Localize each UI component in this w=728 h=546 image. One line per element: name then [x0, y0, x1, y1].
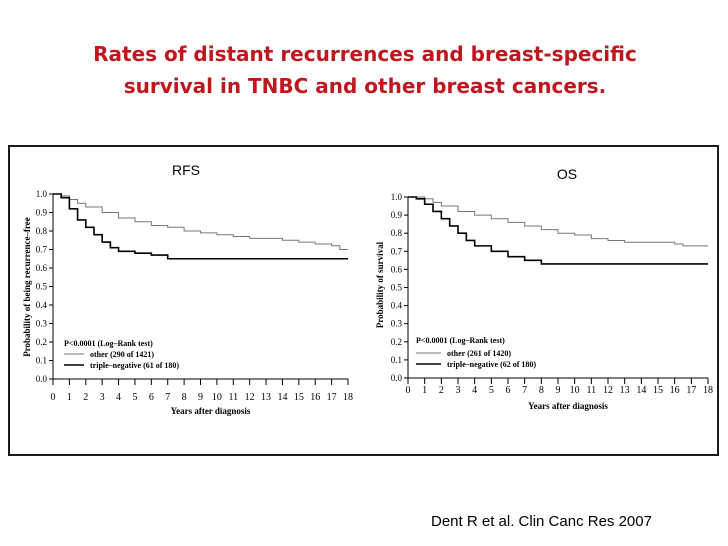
citation: Dent R et al. Clin Canc Res 2007 [431, 513, 652, 530]
other-curve [408, 196, 708, 247]
p-value-annotation: P<0.0001 (Log–Rank test) [64, 339, 153, 348]
x-tick-label: 1 [422, 385, 427, 396]
x-axis-title: Years after diagnosis [528, 401, 608, 411]
y-tick-label: 0.0 [391, 373, 403, 383]
x-tick-label: 15 [294, 392, 304, 403]
x-tick-label: 8 [182, 392, 187, 403]
y-tick-label: 0.1 [391, 355, 402, 365]
y-tick-label: 0.2 [391, 337, 402, 347]
x-tick-label: 0 [51, 392, 56, 403]
y-tick-label: 0.0 [36, 374, 48, 384]
y-axis-title: Probability of being recurrence–free [22, 217, 32, 357]
x-tick-label: 4 [472, 385, 477, 396]
x-tick-label: 16 [310, 392, 320, 403]
x-tick-label: 11 [228, 392, 238, 403]
y-tick-label: 0.9 [36, 208, 48, 218]
x-tick-label: 18 [343, 392, 353, 403]
y-axis-title: Probability of survival [375, 241, 385, 328]
x-tick-label: 13 [261, 392, 271, 403]
y-tick-label: 1.0 [391, 192, 403, 202]
x-tick-label: 14 [636, 385, 646, 396]
legend-entry: triple–negative (61 of 180) [90, 361, 179, 370]
legend-entry: other (261 of 1420) [447, 349, 511, 358]
x-tick-label: 6 [506, 385, 511, 396]
y-tick-label: 0.8 [36, 226, 48, 236]
x-tick-label: 12 [603, 385, 613, 396]
y-tick-label: 0.8 [391, 228, 403, 238]
x-tick-label: 3 [100, 392, 105, 403]
x-tick-label: 8 [539, 385, 544, 396]
x-tick-label: 2 [439, 385, 444, 396]
other-curve [53, 193, 348, 250]
x-tick-label: 18 [703, 385, 713, 396]
y-tick-label: 1.0 [36, 189, 48, 199]
legend-entry: other (290 of 1421) [90, 350, 154, 359]
x-tick-label: 6 [149, 392, 154, 403]
panel-label: RFS [172, 162, 200, 178]
x-tick-label: 2 [83, 392, 88, 403]
y-tick-label: 0.6 [391, 264, 403, 274]
y-tick-label: 0.1 [36, 356, 47, 366]
panel-label: OS [557, 166, 577, 182]
os-chart: OS0.00.10.20.30.40.50.60.70.80.91.00 1 2 3 4… [375, 166, 713, 411]
triple-negative-curve [408, 196, 708, 265]
x-tick-label: 5 [132, 392, 137, 403]
x-tick-label: 7 [522, 385, 527, 396]
x-tick-label: 13 [620, 385, 630, 396]
y-tick-label: 0.5 [36, 282, 48, 292]
y-tick-label: 0.4 [36, 300, 48, 310]
x-tick-label: 17 [686, 385, 696, 396]
x-tick-label: 17 [327, 392, 337, 403]
y-tick-label: 0.5 [391, 283, 403, 293]
slide-title-line-2: survival in TNBC and other breast cancer… [123, 74, 607, 98]
x-tick-label: 11 [587, 385, 597, 396]
y-tick-label: 0.4 [391, 301, 403, 311]
legend-entry: triple–negative (62 of 180) [447, 360, 536, 369]
x-tick-label: 5 [489, 385, 494, 396]
y-tick-label: 0.3 [391, 319, 403, 329]
x-tick-label: 3 [456, 385, 461, 396]
x-tick-label: 14 [277, 392, 287, 403]
x-tick-label: 15 [653, 385, 663, 396]
y-tick-label: 0.6 [36, 263, 48, 273]
y-tick-label: 0.7 [391, 246, 403, 256]
y-tick-label: 0.9 [391, 210, 403, 220]
x-tick-label: 0 [406, 385, 411, 396]
slide-title-line-1: Rates of distant recurrences and breast-… [93, 42, 637, 66]
triple-negative-curve [53, 193, 348, 260]
x-tick-label: 1 [67, 392, 72, 403]
x-tick-label: 9 [556, 385, 561, 396]
x-tick-label: 4 [116, 392, 121, 403]
slide-title: Rates of distant recurrences and breast-… [60, 38, 670, 102]
p-value-annotation: P<0.0001 (Log–Rank test) [416, 336, 505, 345]
x-axis-title: Years after diagnosis [171, 406, 251, 416]
y-tick-label: 0.2 [36, 337, 47, 347]
x-tick-label: 10 [570, 385, 580, 396]
x-tick-label: 12 [245, 392, 255, 403]
y-tick-label: 0.7 [36, 245, 48, 255]
x-tick-label: 10 [212, 392, 222, 403]
x-tick-label: 7 [165, 392, 170, 403]
figure-frame [8, 145, 719, 456]
x-tick-label: 16 [670, 385, 680, 396]
x-tick-label: 9 [198, 392, 203, 403]
y-tick-label: 0.3 [36, 319, 48, 329]
